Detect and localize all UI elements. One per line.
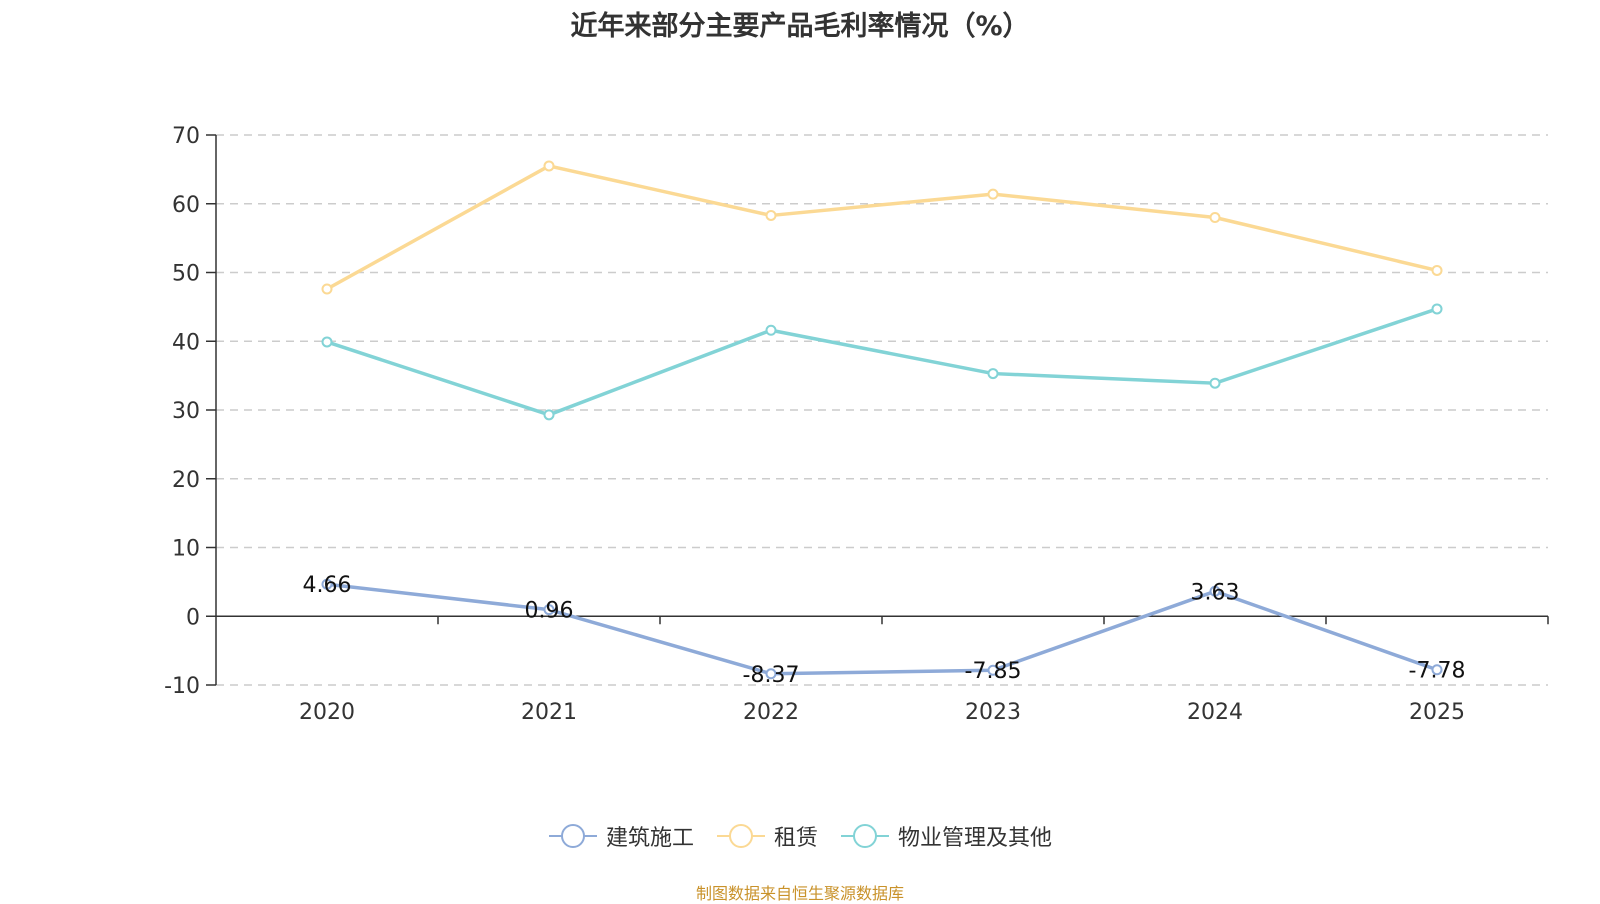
x-tick-label-2024: 2024: [1187, 700, 1243, 725]
point-leasing-2024: [1209, 212, 1221, 223]
y-tick-label-30: 30: [172, 399, 200, 424]
series-layer: [321, 160, 1443, 680]
legend-item-construction[interactable]: 建筑施工: [548, 820, 694, 852]
y-tick-label-50: 50: [172, 262, 200, 287]
chart-title: 近年来部分主要产品毛利率情况（%）: [570, 11, 1030, 42]
point-property-2020: [321, 336, 333, 348]
point-leasing-2023: [987, 188, 999, 200]
line-chart: -10 0 10 20 30 40 50 60 70 2020 2021 2022 2023 2024 20…: [164, 124, 1549, 725]
y-tick-label-0: 0: [186, 605, 200, 630]
data-source: 制图数据来自恒生聚源数据库: [695, 884, 904, 903]
legend-label-construction: 建筑施工: [605, 826, 694, 851]
data-label-construction-2023: -7.85: [965, 659, 1022, 684]
y-tick-label-10: 10: [172, 537, 200, 562]
point-construction-2020: [321, 578, 333, 590]
legend: 建筑施工 租赁 物业管理及其他: [0, 820, 1600, 852]
point-leasing-2025: [1431, 264, 1443, 276]
y-tick-label-70: 70: [172, 124, 200, 149]
legend-item-leasing[interactable]: 租赁: [716, 820, 818, 852]
legend-marker-property: [841, 824, 889, 848]
label-layer: 4.66 0.96 -8.37 -7.85 3.63 -7.78: [303, 573, 1466, 688]
point-construction-2024: [1209, 585, 1221, 597]
x-tick-label-2025: 2025: [1409, 700, 1465, 725]
point-construction-2021: [543, 604, 555, 616]
point-leasing-2021: [543, 160, 555, 172]
point-property-2024: [1209, 377, 1221, 389]
y-tick-label-20: 20: [172, 468, 200, 493]
data-label-construction-2024: 3.63: [1191, 580, 1240, 605]
point-property-2023: [987, 368, 999, 380]
series-line-leasing: [326, 164, 1438, 291]
y-tick-label--10: -10: [164, 674, 200, 699]
point-leasing-2020: [321, 283, 333, 295]
data-label-construction-2020: 4.66: [303, 573, 352, 598]
legend-item-property[interactable]: 物业管理及其他: [840, 820, 1052, 852]
x-tick-label-2020: 2020: [299, 700, 355, 725]
point-construction-2025: [1431, 664, 1443, 676]
x-tick-label-2023: 2023: [965, 700, 1021, 725]
data-label-construction-2022: -8.37: [743, 663, 800, 688]
point-construction-2023: [987, 664, 999, 676]
point-construction-2022: [765, 668, 777, 680]
legend-label-leasing: 租赁: [773, 826, 818, 851]
legend-label-property: 物业管理及其他: [898, 826, 1053, 851]
y-tick-label-40: 40: [172, 330, 200, 355]
point-property-2025: [1431, 303, 1443, 315]
x-tick-label-2021: 2021: [521, 700, 577, 725]
series-line-construction: [326, 582, 1438, 676]
x-tick-label-2022: 2022: [743, 700, 799, 725]
point-property-2021: [543, 409, 555, 421]
legend-marker-construction: [548, 824, 597, 848]
point-property-2022: [765, 324, 777, 336]
grid-layer: [216, 134, 1548, 686]
y-tick-label-60: 60: [172, 193, 200, 218]
series-line-property: [326, 307, 1438, 417]
point-leasing-2022: [765, 209, 777, 221]
axis-layer: -10 0 10 20 30 40 50 60 70 2020 2021 2022 2023 2024 20…: [164, 124, 1549, 725]
data-label-construction-2021: 0.96: [525, 599, 574, 624]
data-label-construction-2025: -7.78: [1409, 659, 1466, 684]
legend-marker-leasing: [716, 824, 765, 848]
